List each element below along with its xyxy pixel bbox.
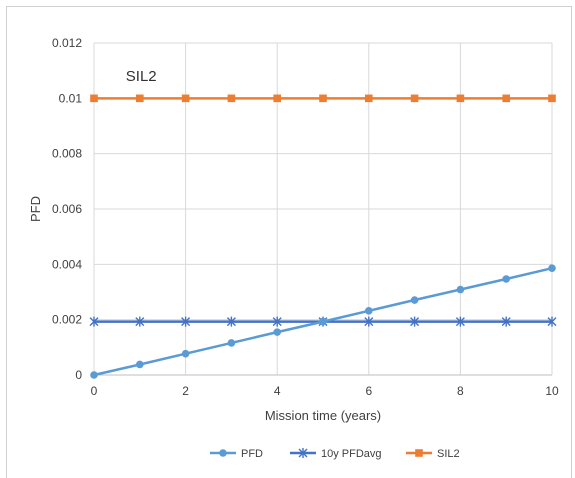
y-tick-label: 0 [75,368,82,382]
circle-marker [219,449,227,457]
star-marker [226,316,236,327]
circle-marker [365,307,373,315]
square-marker [273,94,281,103]
square-marker [410,94,419,103]
star-marker [298,448,308,458]
square-marker [181,94,190,103]
y-tick-label: 0.008 [52,147,82,161]
y-tick-label: 0.002 [52,313,82,327]
x-tick-label: 6 [365,384,372,398]
star-marker [364,316,374,327]
y-tick-label: 0.004 [52,257,82,271]
x-tick-label: 4 [274,384,281,398]
y-axis-title: PFD [28,196,43,222]
star-marker [410,316,420,327]
circle-marker [319,317,327,326]
x-tick-label: 10 [545,384,559,398]
y-tick-labels: 0 0.002 0.004 0.006 0.008 0.01 0.012 [52,36,82,382]
circle-marker [273,328,282,336]
y-tick-label: 0.01 [59,91,83,105]
square-marker [227,94,236,103]
sil2-annotation: SIL2 [126,68,157,85]
x-axis-title: Mission time (years) [265,408,381,423]
chart-frame [6,6,572,478]
x-tick-label: 0 [91,384,98,398]
y-tick-label: 0.006 [52,202,82,216]
legend-entry: 10y PFDavg [290,448,382,460]
star-marker [501,316,511,327]
star-marker [547,316,557,327]
circle-marker [502,275,511,283]
legend-label: PFD [241,448,263,460]
circle-marker [548,264,556,273]
series-sil2 [90,94,556,103]
x-tick-label: 8 [457,384,464,398]
circle-marker [90,371,98,379]
legend: PFD 10y PFDavg SIL2 [210,448,460,460]
square-marker [456,94,465,103]
square-marker [415,449,423,457]
series-pfd [90,264,556,379]
square-marker [136,94,144,103]
square-marker [548,94,556,103]
square-marker [319,94,327,103]
x-tick-labels: 0 2 4 6 8 10 [91,384,559,398]
circle-marker [410,296,419,304]
star-marker [89,316,99,327]
star-marker [181,316,191,327]
y-tick-label: 0.012 [52,36,82,50]
legend-label: 10y PFDavg [321,448,382,460]
square-marker [90,94,98,103]
circle-marker [456,285,465,294]
square-marker [365,94,373,103]
series-10y-pfdavg [89,316,557,327]
square-marker [502,94,510,103]
x-tick-label: 2 [182,384,189,398]
series-group [89,94,557,379]
legend-entry: PFD [210,448,263,460]
star-marker [272,316,282,327]
legend-entry: SIL2 [406,448,460,460]
circle-marker [136,360,144,369]
star-marker [455,316,465,327]
circle-marker [227,339,236,347]
legend-label: SIL2 [437,448,460,460]
star-marker [135,316,145,327]
circle-marker [181,349,190,358]
